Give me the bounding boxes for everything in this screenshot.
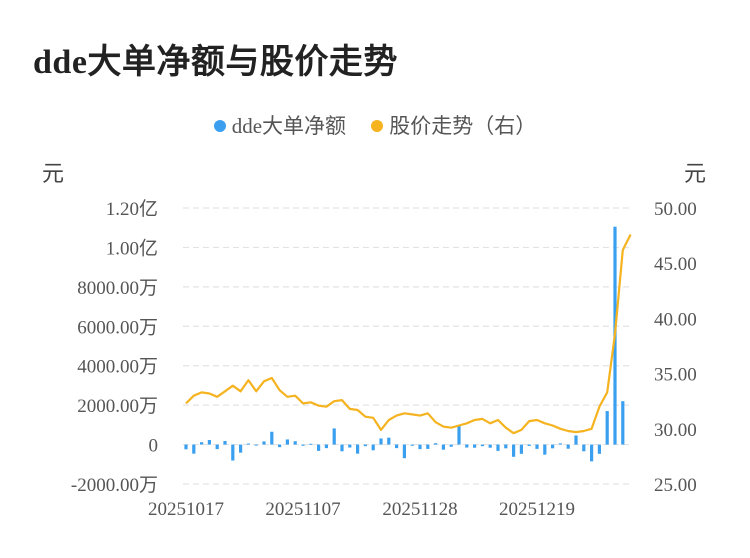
right-tick-label: 40.00 xyxy=(654,309,697,330)
left-tick-label: 8000.00万 xyxy=(77,278,158,299)
dde-bar xyxy=(387,437,391,445)
gridlines xyxy=(183,207,630,485)
dde-bar xyxy=(473,444,477,448)
dde-bar xyxy=(496,444,500,451)
dde-bar xyxy=(519,444,523,454)
dde-bar xyxy=(543,444,547,455)
legend-dot-bar xyxy=(213,120,226,133)
dde-bar xyxy=(371,444,375,451)
dde-bar xyxy=(317,444,321,451)
dde-bar xyxy=(410,444,414,446)
legend-dot-line xyxy=(371,120,384,133)
dde-bar xyxy=(215,444,219,450)
dde-bar xyxy=(301,444,305,446)
dde-bar xyxy=(574,435,578,445)
dde-bar xyxy=(582,444,586,452)
dde-bar xyxy=(457,425,461,445)
dde-bar xyxy=(262,441,266,445)
dde-bar xyxy=(426,444,430,449)
dde-bar xyxy=(434,443,438,445)
dde-bar xyxy=(285,439,289,445)
dde-bar xyxy=(223,441,227,445)
dde-bar xyxy=(621,401,625,445)
dde-bar xyxy=(200,442,204,445)
left-tick-label: 1.20亿 xyxy=(106,198,158,220)
x-axis-ticks: 20251017 20251107 20251128 20251219 xyxy=(148,499,575,520)
right-tick-label: 50.00 xyxy=(654,199,697,220)
dde-bar xyxy=(465,444,469,448)
left-tick-label: 1.00亿 xyxy=(106,237,158,259)
chart-title: dde大单净额与股价走势 xyxy=(33,44,398,81)
dde-bar xyxy=(449,444,453,447)
dde-bar xyxy=(293,441,297,445)
left-axis-unit: 元 xyxy=(42,161,65,186)
dde-bar xyxy=(605,411,609,445)
left-axis-ticks: -2000.00万 0 2000.00万 4000.00万 6000.00万 8000.0… xyxy=(71,198,158,496)
dde-bar xyxy=(395,444,399,449)
x-tick-label: 20251107 xyxy=(265,499,340,520)
dde-bar xyxy=(239,444,243,453)
left-tick-label: 2000.00万 xyxy=(77,396,158,417)
dde-bar xyxy=(270,431,274,445)
dde-bar xyxy=(363,444,367,447)
dde-bar xyxy=(356,444,360,454)
dde-bars xyxy=(184,226,625,462)
dde-bar xyxy=(512,444,516,457)
left-tick-label: 6000.00万 xyxy=(77,317,158,338)
dde-bar xyxy=(231,444,235,461)
dde-bar xyxy=(558,443,562,445)
dde-bar xyxy=(480,444,484,447)
dde-bar xyxy=(246,443,250,445)
legend-item-price[interactable]: 股价走势（右） xyxy=(371,110,536,140)
legend[interactable]: dde大单净额 股价走势（右） xyxy=(0,110,750,140)
dde-bar xyxy=(340,444,344,452)
right-tick-label: 45.00 xyxy=(654,254,697,275)
dde-bar xyxy=(527,444,531,446)
dde-bar xyxy=(504,444,508,449)
legend-label-dde: dde大单净额 xyxy=(231,114,347,138)
dde-bar xyxy=(418,444,422,450)
x-tick-label: 20251017 xyxy=(148,499,224,520)
dde-bar xyxy=(551,444,555,449)
dde-bar xyxy=(348,444,352,448)
left-tick-label: -2000.00万 xyxy=(71,475,158,496)
price-line-path xyxy=(185,234,632,435)
x-tick-label: 20251219 xyxy=(499,499,575,520)
dde-bar xyxy=(590,444,594,462)
dde-bar xyxy=(192,444,196,454)
price-line xyxy=(185,234,632,435)
dde-bar xyxy=(488,444,492,448)
dde-bar xyxy=(184,444,188,450)
legend-item-dde[interactable]: dde大单净额 xyxy=(213,110,347,140)
left-tick-label: 4000.00万 xyxy=(77,357,158,378)
right-tick-label: 25.00 xyxy=(654,475,697,496)
dde-bar xyxy=(535,444,539,449)
right-tick-label: 30.00 xyxy=(654,420,697,441)
legend-label-price: 股价走势（右） xyxy=(389,114,537,138)
right-axis-unit: 元 xyxy=(684,161,707,186)
dde-bar xyxy=(254,444,258,446)
dde-bar xyxy=(207,440,211,445)
dde-bar xyxy=(441,444,445,450)
dde-bar xyxy=(324,444,328,449)
dde-bar xyxy=(597,444,601,454)
x-tick-label: 20251128 xyxy=(382,499,457,520)
right-tick-label: 35.00 xyxy=(654,365,697,386)
dde-bar xyxy=(309,443,313,445)
dde-bar xyxy=(379,438,383,445)
left-tick-label: 0 xyxy=(149,436,159,457)
dde-bar xyxy=(278,444,282,448)
dde-bar xyxy=(402,444,406,459)
dde-bar xyxy=(566,444,570,449)
dde-bar xyxy=(332,428,336,445)
right-axis-ticks: 25.00 30.00 35.00 40.00 45.00 50.00 xyxy=(654,199,697,496)
